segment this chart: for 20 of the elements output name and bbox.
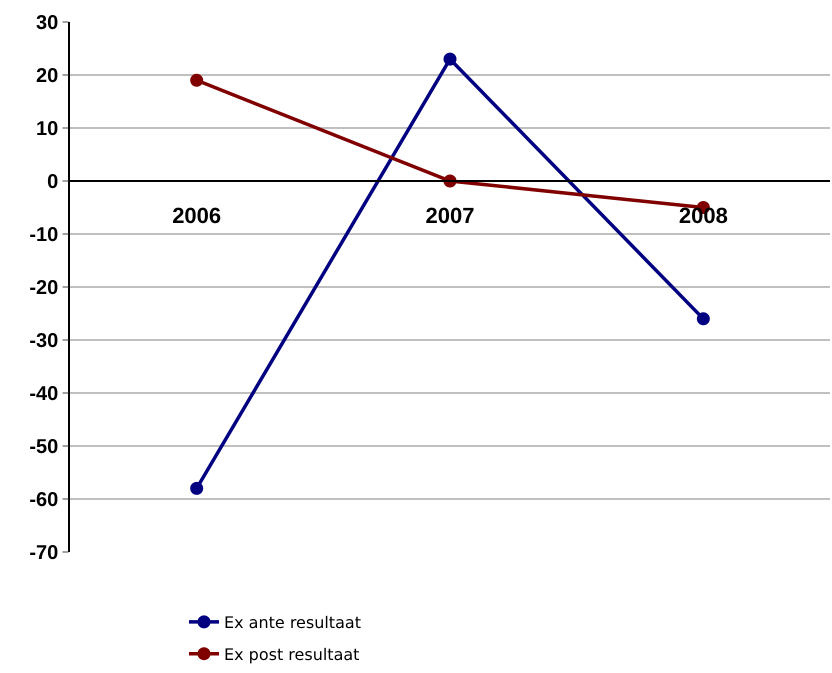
y-tick-label: -10	[29, 224, 58, 246]
y-tick-label: -70	[29, 542, 58, 564]
y-tick-label: 0	[47, 171, 58, 193]
y-tick-label: -30	[29, 330, 58, 352]
legend-label: Ex post resultaat	[224, 644, 360, 664]
y-tick-label: 20	[36, 65, 58, 87]
point	[190, 74, 204, 87]
x-tick-label: 2008	[678, 203, 728, 228]
y-tick-label: -50	[29, 436, 58, 458]
legend-label: Ex ante resultaat	[224, 613, 361, 632]
point	[190, 482, 204, 495]
y-tick-label: -40	[29, 383, 58, 405]
x-tick-label: 2007	[426, 203, 474, 228]
x-tick-label: 2006	[172, 203, 222, 228]
point	[444, 52, 456, 66]
y-tick-label: -60	[29, 489, 58, 511]
point	[696, 312, 710, 326]
y-tick-label: -20	[29, 277, 58, 299]
y-tick-label: 30	[36, 12, 58, 34]
y-tick-label: 10	[36, 118, 58, 140]
